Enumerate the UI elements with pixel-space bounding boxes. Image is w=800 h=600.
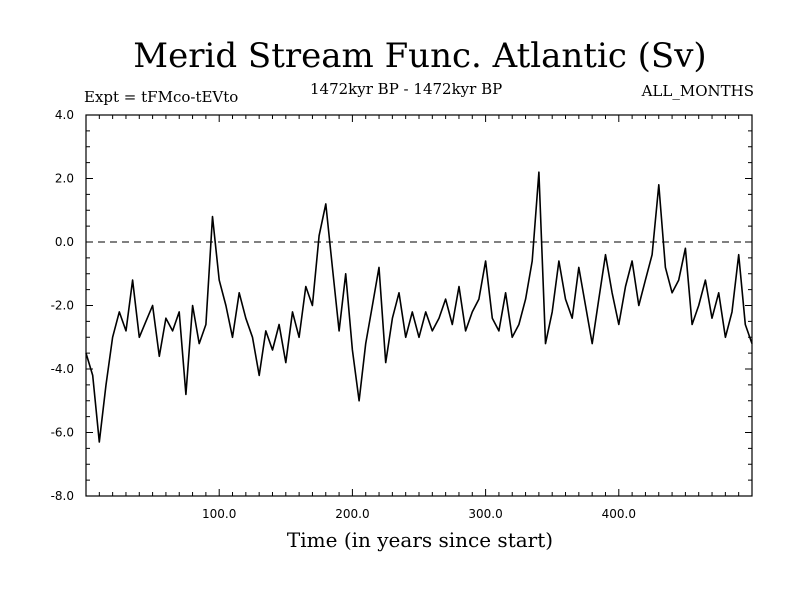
x-tick-label: 100.0: [202, 507, 236, 521]
y-tick-label: -2.0: [51, 299, 74, 313]
chart-title: Merid Stream Func. Atlantic (Sv): [133, 36, 707, 76]
y-tick-label: 4.0: [55, 108, 74, 122]
x-tick-label: 300.0: [468, 507, 502, 521]
y-tick-label: -6.0: [51, 426, 74, 440]
y-tick-label: 2.0: [55, 172, 74, 186]
experiment-label: Expt = tFMco-tEVto: [84, 88, 239, 106]
x-tick-label: 400.0: [602, 507, 636, 521]
period-label: 1472kyr BP - 1472kyr BP: [310, 80, 503, 98]
months-label: ALL_MONTHS: [641, 82, 754, 100]
y-tick-label: -4.0: [51, 362, 74, 376]
plot-frame: [85, 114, 753, 497]
series-line: [85, 171, 753, 443]
x-axis-title: Time (in years since start): [286, 528, 554, 552]
y-tick-label: 0.0: [55, 235, 74, 249]
x-tick-label: 200.0: [335, 507, 369, 521]
y-tick-label: -8.0: [51, 489, 74, 503]
